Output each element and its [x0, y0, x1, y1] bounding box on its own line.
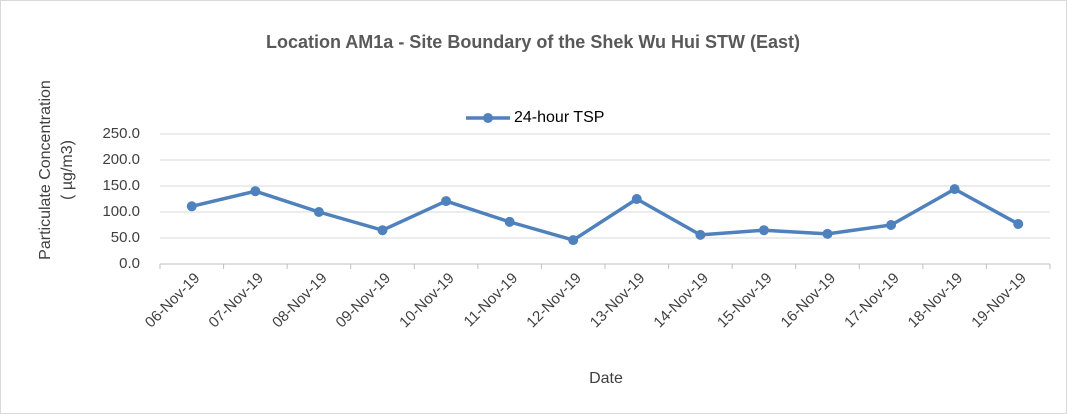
legend-label: 24-hour TSP	[514, 109, 604, 126]
chart-title: Location AM1a - Site Boundary of the She…	[266, 32, 800, 52]
data-point	[822, 228, 833, 239]
data-point	[504, 216, 515, 227]
legend-marker	[483, 113, 493, 123]
series-line	[191, 187, 1020, 242]
y-tick-label: 250.0	[102, 125, 140, 142]
data-point	[186, 201, 197, 212]
data-point	[886, 220, 897, 230]
y-tick-label: 50.0	[111, 229, 140, 246]
data-point	[631, 194, 642, 204]
data-point	[313, 207, 324, 217]
data-point	[695, 229, 706, 240]
data-point	[949, 184, 960, 195]
data-point	[1013, 218, 1024, 229]
y-axis-title: ( µg/m3)	[59, 140, 76, 200]
data-point	[377, 225, 388, 236]
y-tick-label: 0.0	[119, 255, 140, 272]
y-axis-title: Particulate Concentration	[37, 80, 54, 260]
y-tick-label: 200.0	[102, 151, 140, 168]
data-point	[758, 225, 769, 236]
y-tick-label: 150.0	[102, 177, 140, 194]
data-point	[441, 196, 452, 207]
y-tick-label: 100.0	[102, 203, 140, 220]
data-point	[568, 235, 579, 246]
x-axis-title: Date	[589, 370, 623, 387]
data-point	[250, 186, 261, 197]
